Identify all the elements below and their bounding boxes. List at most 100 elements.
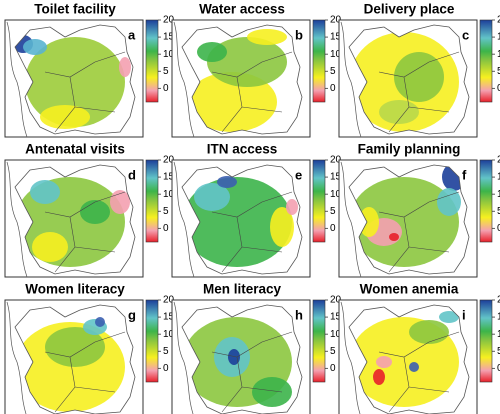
region bbox=[110, 190, 130, 214]
colorbar-tick-label: 0 bbox=[330, 83, 336, 94]
region bbox=[389, 233, 399, 241]
colorbar-tick-label: 5 bbox=[330, 66, 336, 77]
panel: ITN access e 20 15 10 5 0 bbox=[171, 142, 342, 278]
map bbox=[6, 161, 136, 278]
colorbar bbox=[312, 159, 326, 243]
map-fill bbox=[349, 165, 466, 267]
province-border bbox=[44, 191, 126, 273]
lake-shore bbox=[173, 301, 194, 414]
colorbar-tick-label: 10 bbox=[497, 329, 500, 340]
colorbar-tick-label: 20 bbox=[330, 295, 342, 306]
panel: Delivery place c 20 15 10 5 0 bbox=[338, 2, 500, 138]
colorbar-tick-label: 10 bbox=[163, 329, 175, 340]
region bbox=[437, 188, 461, 216]
lake-shore bbox=[340, 21, 362, 138]
map-fill bbox=[15, 177, 130, 267]
region bbox=[228, 349, 240, 365]
region bbox=[247, 29, 287, 45]
colorbar-tick-label: 0 bbox=[330, 223, 336, 234]
colorbar-tick-label: 10 bbox=[163, 49, 175, 60]
region bbox=[286, 199, 298, 215]
lake-shore bbox=[340, 301, 361, 414]
panel-letter: d bbox=[128, 167, 136, 182]
colorbar-tick-label: 5 bbox=[163, 206, 169, 217]
map bbox=[6, 21, 136, 138]
lake-shore bbox=[173, 21, 195, 138]
region bbox=[359, 207, 379, 237]
country-border bbox=[348, 164, 470, 275]
region bbox=[217, 176, 237, 188]
colorbar-tick-label: 10 bbox=[497, 189, 500, 200]
region bbox=[32, 232, 68, 262]
colorbar-tick-label: 5 bbox=[330, 346, 336, 357]
colorbar-tick-label: 20 bbox=[163, 15, 175, 26]
colorbar-tick-label: 15 bbox=[163, 32, 175, 43]
colorbar bbox=[312, 19, 326, 103]
colorbar-tick-label: 20 bbox=[497, 155, 500, 166]
colorbar bbox=[479, 159, 493, 243]
map bbox=[173, 21, 303, 138]
colorbar-tick-label: 5 bbox=[497, 346, 500, 357]
panel-title: Toilet facility bbox=[34, 2, 116, 17]
country-border bbox=[181, 304, 303, 414]
region bbox=[23, 39, 47, 55]
colorbar-tick-label: 20 bbox=[330, 155, 342, 166]
colorbar-tick-label: 10 bbox=[163, 189, 175, 200]
colorbar-tick-label: 10 bbox=[330, 189, 342, 200]
colorbar-tick-label: 5 bbox=[163, 346, 169, 357]
country-border bbox=[14, 24, 136, 135]
panel-letter: h bbox=[295, 307, 303, 322]
map bbox=[6, 301, 136, 414]
panel-letter: c bbox=[462, 27, 469, 42]
panel-letter: f bbox=[462, 167, 467, 182]
panel-letter: g bbox=[128, 307, 136, 322]
lake-shore bbox=[6, 301, 27, 414]
panel: Water access b 20 15 10 5 0 bbox=[171, 2, 342, 138]
colorbar-tick-label: 5 bbox=[497, 206, 500, 217]
region bbox=[25, 37, 125, 127]
colorbar-tick-label: 20 bbox=[163, 155, 175, 166]
map bbox=[340, 301, 470, 414]
map-fill bbox=[349, 32, 459, 132]
region bbox=[394, 52, 444, 102]
panel-letter: b bbox=[295, 27, 303, 42]
colorbar-tick-label: 15 bbox=[497, 312, 500, 323]
map-fill bbox=[349, 311, 459, 407]
colorbar bbox=[145, 19, 159, 103]
panel-letter: e bbox=[295, 167, 302, 182]
panel-title: Family planning bbox=[358, 142, 461, 157]
colorbar-tick-label: 5 bbox=[330, 206, 336, 217]
colorbar-tick-label: 15 bbox=[330, 32, 342, 43]
province-border bbox=[211, 191, 293, 273]
region bbox=[373, 369, 385, 385]
colorbar-tick-label: 15 bbox=[330, 172, 342, 183]
map-fill bbox=[15, 35, 131, 129]
region bbox=[187, 72, 277, 132]
map bbox=[340, 21, 470, 138]
colorbar-tick-label: 0 bbox=[497, 223, 500, 234]
colorbar-tick-label: 10 bbox=[330, 329, 342, 340]
panel-title: ITN access bbox=[207, 142, 278, 157]
colorbar-tick-label: 15 bbox=[497, 172, 500, 183]
province-border bbox=[378, 331, 460, 413]
region bbox=[45, 327, 105, 367]
region bbox=[252, 377, 292, 407]
province-border bbox=[378, 51, 460, 133]
region bbox=[439, 311, 459, 323]
province-border bbox=[44, 51, 126, 133]
panel-title: Women anemia bbox=[360, 282, 459, 297]
province-border bbox=[211, 331, 293, 413]
lake-shore bbox=[340, 161, 362, 278]
colorbar-tick-label: 15 bbox=[497, 32, 500, 43]
panel-title: Men literacy bbox=[203, 282, 282, 297]
region bbox=[194, 183, 230, 211]
region bbox=[409, 362, 419, 372]
country-border bbox=[348, 24, 470, 135]
panel-letter: a bbox=[128, 27, 136, 42]
province-border bbox=[44, 331, 126, 413]
colorbar-tick-label: 5 bbox=[497, 66, 500, 77]
province-border bbox=[211, 51, 293, 133]
